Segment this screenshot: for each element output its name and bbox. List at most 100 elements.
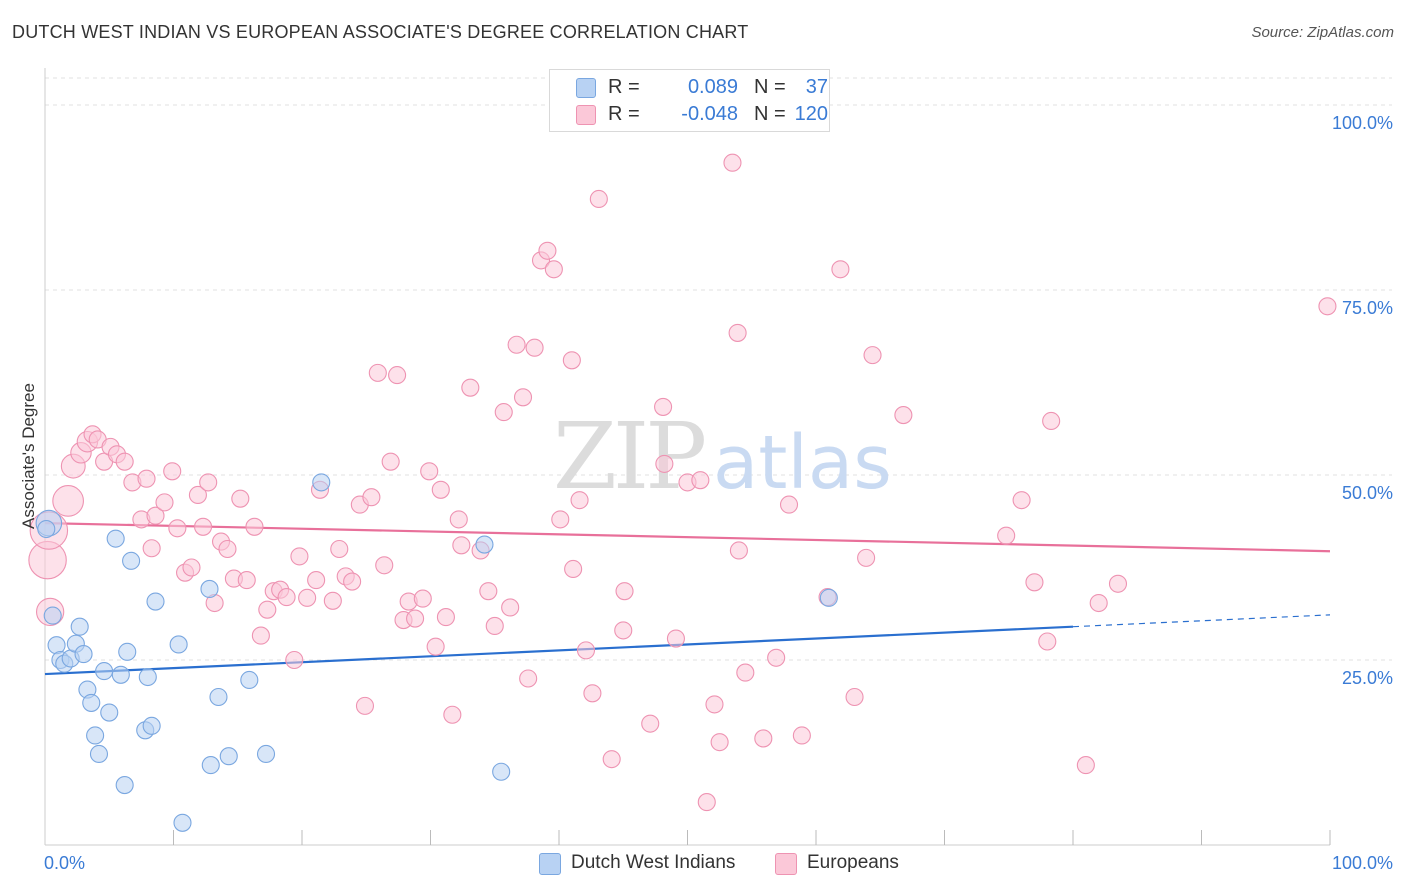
point-european <box>436 608 455 627</box>
point-european <box>368 363 387 382</box>
point-european <box>343 572 362 591</box>
point-european <box>562 351 581 370</box>
point-european <box>736 663 755 682</box>
point-european <box>723 153 742 172</box>
point-european <box>231 489 250 508</box>
point-european <box>525 338 544 357</box>
point-dutch-west-indian <box>47 636 66 655</box>
point-dutch-west-indian <box>43 606 62 625</box>
point-european <box>779 495 799 514</box>
point-european <box>602 750 621 769</box>
legend-n-label: N = <box>754 76 786 98</box>
point-european <box>188 485 207 505</box>
point-dutch-west-indian <box>201 756 220 775</box>
point-european <box>494 403 513 422</box>
y-tick-label: 100.0% <box>1332 113 1393 133</box>
point-dutch-west-indian <box>82 693 101 712</box>
point-european <box>1108 574 1128 593</box>
axis-labels: 100.0% 75.0% 50.0% 25.0% 0.0% 100.0% Associate… <box>19 113 1393 873</box>
point-european <box>583 684 602 703</box>
point-european <box>1038 632 1057 651</box>
legend-r-label: R = <box>608 103 640 125</box>
point-dutch-west-indian <box>492 762 511 781</box>
point-european <box>997 526 1016 545</box>
legend-n-value: 37 <box>805 76 828 98</box>
point-european <box>381 452 400 471</box>
point-dutch-west-indian <box>111 665 130 684</box>
legend-r-label: R = <box>608 76 640 98</box>
point-european <box>194 517 213 536</box>
watermark: ZIP atlas <box>553 403 892 510</box>
point-european <box>431 480 450 499</box>
point-european <box>894 406 913 425</box>
point-european <box>655 454 674 473</box>
watermark-atlas: atlas <box>713 420 892 506</box>
point-european <box>245 517 264 536</box>
point-european <box>564 559 583 579</box>
point-european <box>863 346 882 365</box>
point-dutch-west-indian <box>240 670 259 690</box>
trend-line-europeans <box>44 522 1331 553</box>
point-european <box>697 793 716 812</box>
x-tick-label-min: 0.0% <box>44 853 85 873</box>
point-european <box>479 582 498 601</box>
point-european <box>426 637 445 656</box>
point-european <box>330 539 349 559</box>
point-european <box>237 571 256 590</box>
point-european <box>551 510 570 529</box>
point-european <box>155 493 174 512</box>
legend-r-value: 0.089 <box>687 76 738 98</box>
point-european <box>258 600 277 619</box>
point-european <box>831 260 850 279</box>
legend-swatch-pink <box>576 105 596 125</box>
point-european <box>449 510 468 529</box>
point-dutch-west-indian <box>37 519 56 539</box>
legend-n-value: 120 <box>794 103 828 125</box>
data-points <box>28 153 1337 832</box>
point-european <box>285 650 304 670</box>
point-european <box>323 591 342 610</box>
point-european <box>251 626 270 645</box>
point-european <box>519 669 538 688</box>
point-european <box>182 558 201 577</box>
point-dutch-west-indian <box>819 588 838 607</box>
legend-swatch-blue <box>576 78 596 98</box>
point-european <box>115 452 134 471</box>
y-tick-label: 75.0% <box>1342 298 1393 318</box>
point-european <box>307 571 326 590</box>
point-dutch-west-indian <box>100 703 119 722</box>
point-european <box>792 726 811 745</box>
point-dutch-west-indian <box>118 642 137 661</box>
point-dutch-west-indian <box>138 667 157 687</box>
point-european <box>513 388 533 407</box>
x-tick-label-max: 100.0% <box>1332 853 1393 873</box>
trend-line-dutch-west-indians <box>44 625 1074 676</box>
point-european <box>1076 756 1095 775</box>
point-european <box>538 241 557 260</box>
point-european <box>137 469 156 488</box>
point-european <box>1318 297 1337 316</box>
point-dutch-west-indian <box>475 535 494 554</box>
axes <box>44 68 1331 846</box>
series-swatch-pink <box>775 853 797 875</box>
point-european <box>641 714 660 733</box>
point-dutch-west-indian <box>89 744 109 764</box>
point-dutch-west-indian <box>312 473 331 492</box>
point-european <box>1012 491 1031 510</box>
y-axis-label: Associate's Degree <box>19 383 38 529</box>
point-dutch-west-indian <box>74 645 93 664</box>
point-european <box>290 547 309 566</box>
correlation-legend: R = 0.089 N = 37 R = -0.048 N = 120 <box>549 69 830 132</box>
legend-r-value: -0.048 <box>681 103 738 125</box>
point-european <box>443 705 462 724</box>
point-european <box>501 598 520 617</box>
point-european <box>420 462 439 481</box>
point-european <box>1042 411 1061 431</box>
trend-line-extension <box>1072 614 1331 628</box>
point-european <box>705 695 724 714</box>
point-european <box>218 539 237 559</box>
point-dutch-west-indian <box>70 617 89 636</box>
y-tick-label: 50.0% <box>1342 483 1393 503</box>
point-european <box>298 588 317 607</box>
point-european <box>729 541 748 560</box>
